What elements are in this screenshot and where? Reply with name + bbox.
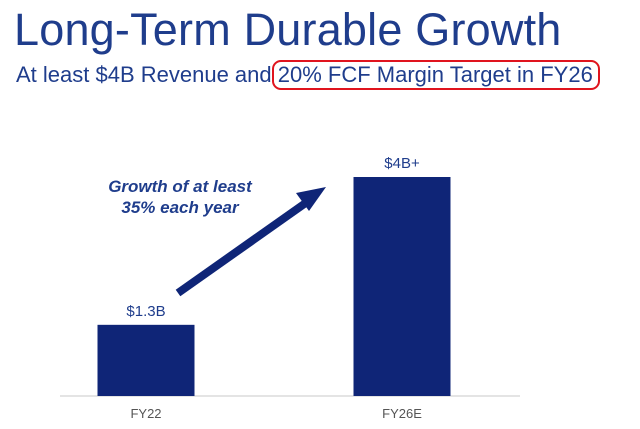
x-tick-label-fy22: FY22 [130, 406, 161, 421]
growth-arrow-head [296, 187, 326, 211]
subtitle-prefix: At least $4B Revenue and [16, 62, 272, 87]
x-tick-label-fy26e: FY26E [382, 406, 422, 421]
data-label-fy26e: $4B+ [384, 155, 420, 172]
data-label-fy22: $1.3B [126, 303, 165, 320]
page-title: Long-Term Durable Growth [14, 4, 562, 55]
growth-arrow-shaft [175, 198, 310, 297]
bar-fy26e [353, 177, 451, 396]
subtitle-highlight: 20% FCF Margin Target in FY26 [271, 60, 600, 90]
growth-annotation-line-2: 35% each year [121, 198, 239, 217]
subtitle: At least $4B Revenue and 20% FCF Margin … [16, 60, 600, 90]
growth-annotation: Growth of at least 35% each year [80, 176, 280, 218]
growth-annotation-line-1: Growth of at least [108, 177, 252, 196]
bar-fy22 [97, 324, 195, 396]
